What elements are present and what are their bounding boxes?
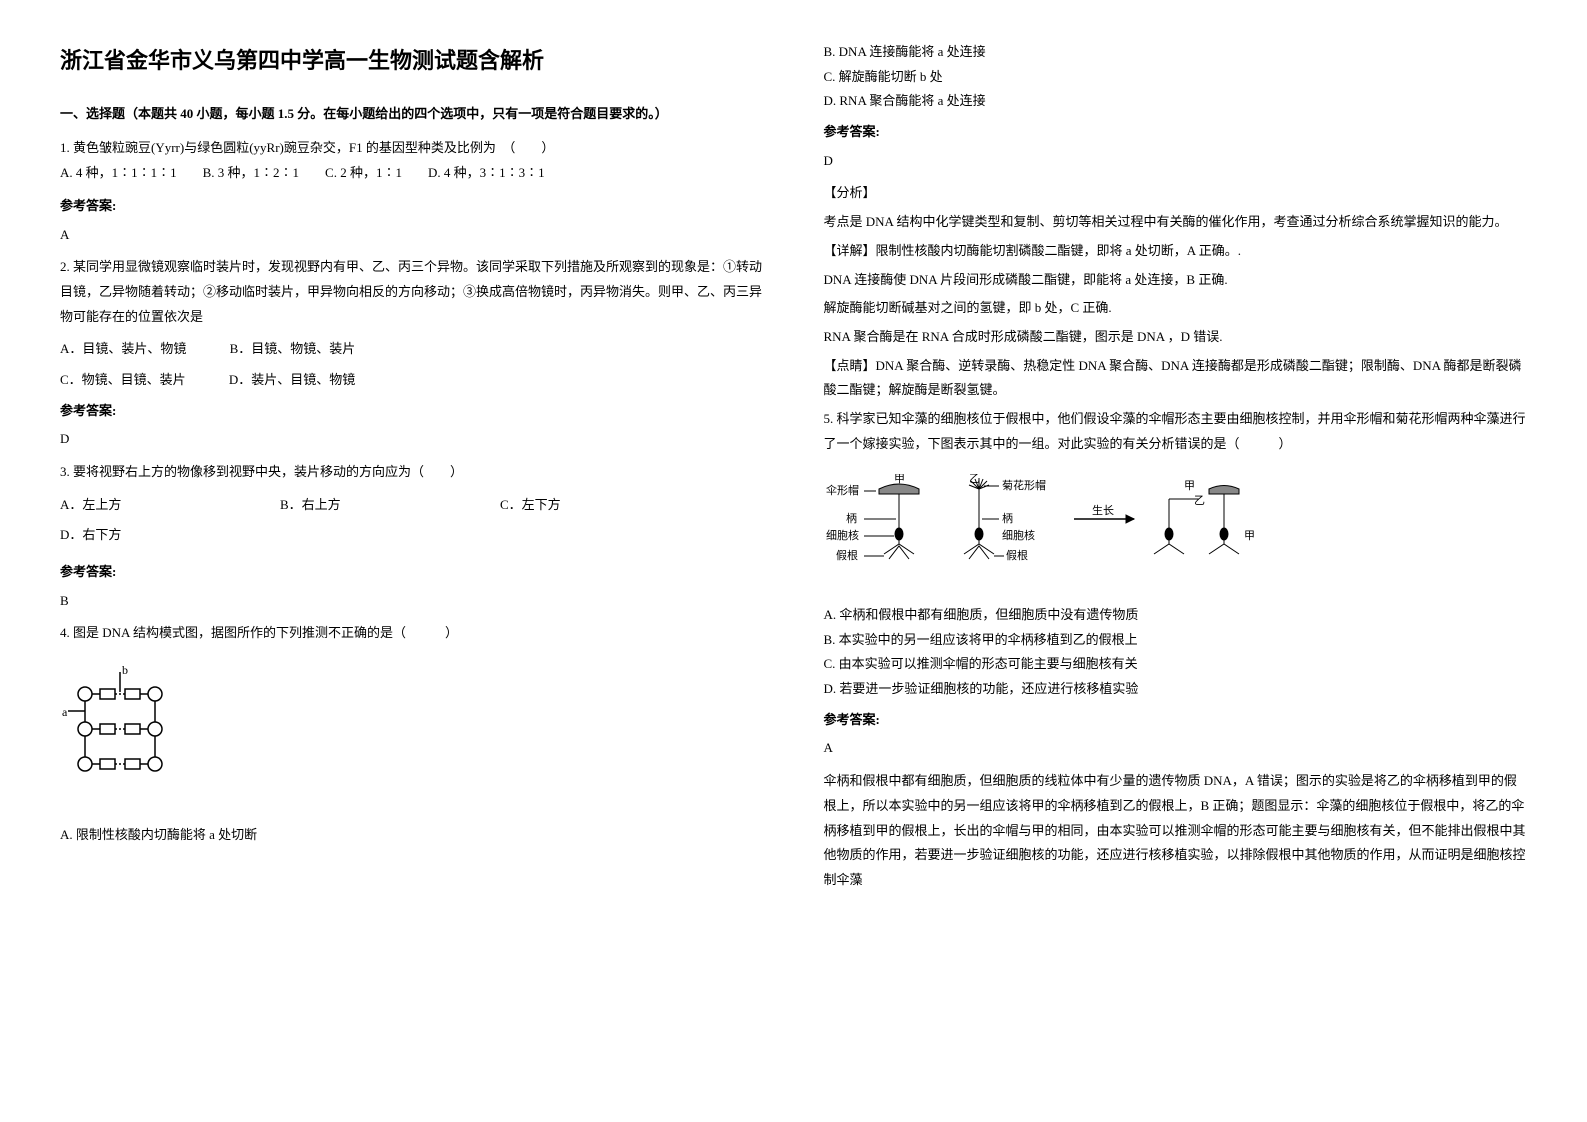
question-2: 2. 某同学用显微镜观察临时装片时，发现视野内有甲、乙、丙三个异物。该同学采取下… [60,255,764,329]
q2-optA: A．目镜、装片、物镜 [60,337,186,362]
q5-optA: A. 伞柄和假根中都有细胞质，但细胞质中没有遗传物质 [824,603,1528,628]
q3-answer: B [60,589,764,614]
q4-point-label: 【点睛】 [824,358,876,373]
question-4: 4. 图是 DNA 结构模式图，据图所作的下列推测不正确的是（ ） [60,621,764,646]
answer-label: 参考答案: [60,194,764,219]
question-3: 3. 要将视野右上方的物像移到视野中央，装片移动的方向应为（ ） [60,460,764,485]
answer-label: 参考答案: [824,708,1528,733]
label-root2: 假根 [1006,548,1028,562]
label-jia3: 甲 [1244,530,1255,542]
q2-text: 2. 某同学用显微镜观察临时装片时，发现视野内有甲、乙、丙三个异物。该同学采取下… [60,255,764,329]
label-yi2: 乙 [1194,494,1205,507]
question-1: 1. 黄色皱粒豌豆(Yyrr)与绿色圆粒(yyRr)豌豆杂交，F1 的基因型种类… [60,136,764,185]
q3-optA: A．左上方 [60,493,240,518]
page-title: 浙江省金华市义乌第四中学高一生物测试题含解析 [60,40,764,82]
q1-answer: A [60,223,764,248]
label-jia: 甲 [894,474,905,485]
q3-optB: B．右上方 [280,493,460,518]
q4-text: 4. 图是 DNA 结构模式图，据图所作的下列推测不正确的是（ ） [60,621,764,646]
q3-text: 3. 要将视野右上方的物像移到视野中央，装片移动的方向应为（ ） [60,460,764,485]
q4-detail4: RNA 聚合酶是在 RNA 合成时形成磷酸二酯键，图示是 DNA ，D 错误. [824,325,1528,350]
q4-analysis: 考点是 DNA 结构中化学键类型和复制、剪切等相关过程中有关酶的催化作用，考查通… [824,210,1528,235]
answer-label: 参考答案: [824,120,1528,145]
q2-optC: C．物镜、目镜、装片 [60,368,186,393]
label-umbrella-cap: 伞形帽 [826,483,859,497]
q3-optC: C．左下方 [500,493,680,518]
label-nucleus: 细胞核 [826,528,859,542]
dna-label-b: b [122,664,128,677]
dna-structure-diagram: a b [60,664,180,804]
q2-optB: B．目镜、物镜、装片 [230,337,356,362]
q4-answer: D [824,149,1528,174]
q5-optD: D. 若要进一步验证细胞核的功能，还应进行核移植实验 [824,677,1528,702]
q5-text: 5. 科学家已知伞藻的细胞核位于假根中，他们假设伞藻的伞帽形态主要由细胞核控制，… [824,407,1528,456]
answer-label: 参考答案: [60,560,764,585]
q4-optC: C. 解旋酶能切断 b 处 [824,65,1528,90]
q3-optD: D．右下方 [60,523,240,548]
label-root: 假根 [836,548,858,562]
q5-answer: A [824,736,1528,761]
q4-detail3: 解旋酶能切断碱基对之间的氢键，即 b 处，C 正确. [824,296,1528,321]
q4-detail1: 限制性核酸内切酶能切割磷酸二酯键，即将 a 处切断，A 正确。. [876,243,1241,258]
label-yi: 乙 [969,474,980,485]
q4-optB: B. DNA 连接酶能将 a 处连接 [824,40,1528,65]
q1-text: 1. 黄色皱粒豌豆(Yyrr)与绿色圆粒(yyRr)豌豆杂交，F1 的基因型种类… [60,136,764,161]
q5-optB: B. 本实验中的另一组应该将甲的伞柄移植到乙的假根上 [824,628,1528,653]
q2-answer: D [60,427,764,452]
dna-label-a: a [62,705,68,719]
q4-detail2: DNA 连接酶使 DNA 片段间形成磷酸二酯键，即能将 a 处连接，B 正确. [824,268,1528,293]
label-jia2: 甲 [1184,480,1195,492]
q4-analysis-label: 【分析】 [824,181,1528,206]
q5-explanation: 伞柄和假根中都有细胞质，但细胞质的线粒体中有少量的遗传物质 DNA，A 错误；图… [824,769,1528,892]
q4-optA: A. 限制性核酸内切酶能将 a 处切断 [60,823,764,848]
algae-experiment-diagram: 甲 乙 伞形帽 菊花形帽 柄 柄 细胞核 细胞核 假根 假根 生长 甲 乙 甲 [824,474,1264,584]
q1-options: A. 4 种，1∶1∶1∶1 B. 3 种，1∶2∶1 C. 2 种，1∶1 D… [60,161,764,186]
q4-detail-label: 【详解】 [824,243,876,258]
label-stalk2: 柄 [1002,512,1013,525]
answer-label: 参考答案: [60,399,764,424]
section-header: 一、选择题（本题共 40 小题，每小题 1.5 分。在每小题给出的四个选项中，只… [60,102,764,127]
label-stalk: 柄 [846,512,857,525]
label-nucleus2: 细胞核 [1002,528,1035,542]
q5-optC: C. 由本实验可以推测伞帽的形态可能主要与细胞核有关 [824,652,1528,677]
q4-point: DNA 聚合酶、逆转录酶、热稳定性 DNA 聚合酶、DNA 连接酶都是形成磷酸二… [824,358,1522,398]
q4-optD: D. RNA 聚合酶能将 a 处连接 [824,89,1528,114]
label-growth: 生长 [1092,503,1114,517]
q2-optD: D．装片、目镜、物镜 [229,368,355,393]
question-5: 5. 科学家已知伞藻的细胞核位于假根中，他们假设伞藻的伞帽形态主要由细胞核控制，… [824,407,1528,456]
label-chrys-cap: 菊花形帽 [1002,479,1046,492]
